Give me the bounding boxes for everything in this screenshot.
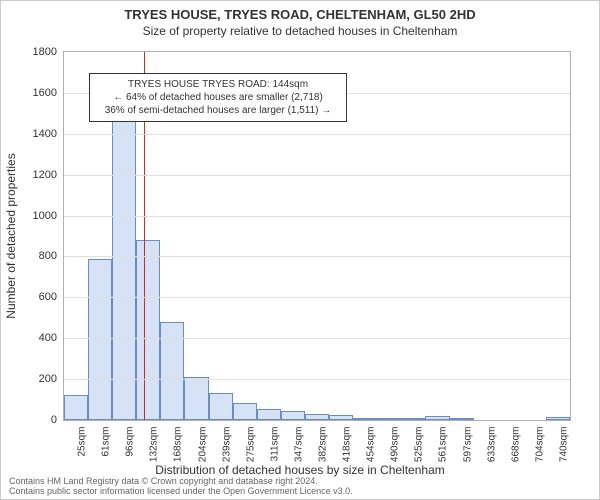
gridline	[64, 379, 570, 380]
annotation-box: TRYES HOUSE TRYES ROAD: 144sqm ← 64% of …	[89, 73, 347, 122]
x-axis-label: Distribution of detached houses by size …	[1, 463, 599, 477]
y-tick-label: 1000	[7, 210, 57, 222]
annotation-line-3: 36% of semi-detached houses are larger (…	[96, 104, 340, 117]
footer: Contains HM Land Registry data © Crown c…	[9, 477, 591, 497]
histogram-bar	[88, 259, 112, 421]
histogram-bar	[353, 418, 377, 420]
histogram-bar	[136, 240, 160, 420]
y-tick-label: 200	[7, 373, 57, 385]
y-tick-label: 800	[7, 250, 57, 262]
y-tick-label: 400	[7, 332, 57, 344]
histogram-bar	[184, 377, 208, 420]
y-tick-label: 1400	[7, 128, 57, 140]
y-tick-label: 1600	[7, 87, 57, 99]
annotation-line-2: ← 64% of detached houses are smaller (2,…	[96, 91, 340, 104]
histogram-bar	[450, 418, 474, 420]
title-block: TRYES HOUSE, TRYES ROAD, CHELTENHAM, GL5…	[1, 7, 599, 38]
histogram-bar	[401, 418, 425, 420]
histogram-bar	[233, 403, 257, 420]
histogram-bar	[257, 409, 281, 420]
gridline	[64, 134, 570, 135]
gridline	[64, 338, 570, 339]
y-tick-label: 600	[7, 291, 57, 303]
histogram-bar	[546, 417, 570, 420]
gridline	[64, 297, 570, 298]
histogram-bar	[305, 414, 329, 420]
y-tick-label: 1800	[7, 46, 57, 58]
histogram-bar	[64, 395, 88, 420]
histogram-bar	[209, 393, 233, 420]
histogram-bar	[281, 411, 305, 420]
histogram-bar	[112, 103, 136, 420]
y-tick-label: 1200	[7, 169, 57, 181]
gridline	[64, 256, 570, 257]
y-tick-label: 0	[7, 414, 57, 426]
histogram-bar	[329, 415, 353, 420]
footer-line-2: Contains public sector information licen…	[9, 487, 591, 497]
histogram-bar	[377, 418, 401, 420]
chart-container: TRYES HOUSE, TRYES ROAD, CHELTENHAM, GL5…	[0, 0, 600, 500]
histogram-bar	[160, 322, 184, 420]
gridline	[64, 216, 570, 217]
chart-title: TRYES HOUSE, TRYES ROAD, CHELTENHAM, GL5…	[1, 7, 599, 22]
chart-subtitle: Size of property relative to detached ho…	[1, 24, 599, 38]
annotation-line-1: TRYES HOUSE TRYES ROAD: 144sqm	[96, 78, 340, 91]
gridline	[64, 175, 570, 176]
histogram-bar	[425, 416, 449, 420]
